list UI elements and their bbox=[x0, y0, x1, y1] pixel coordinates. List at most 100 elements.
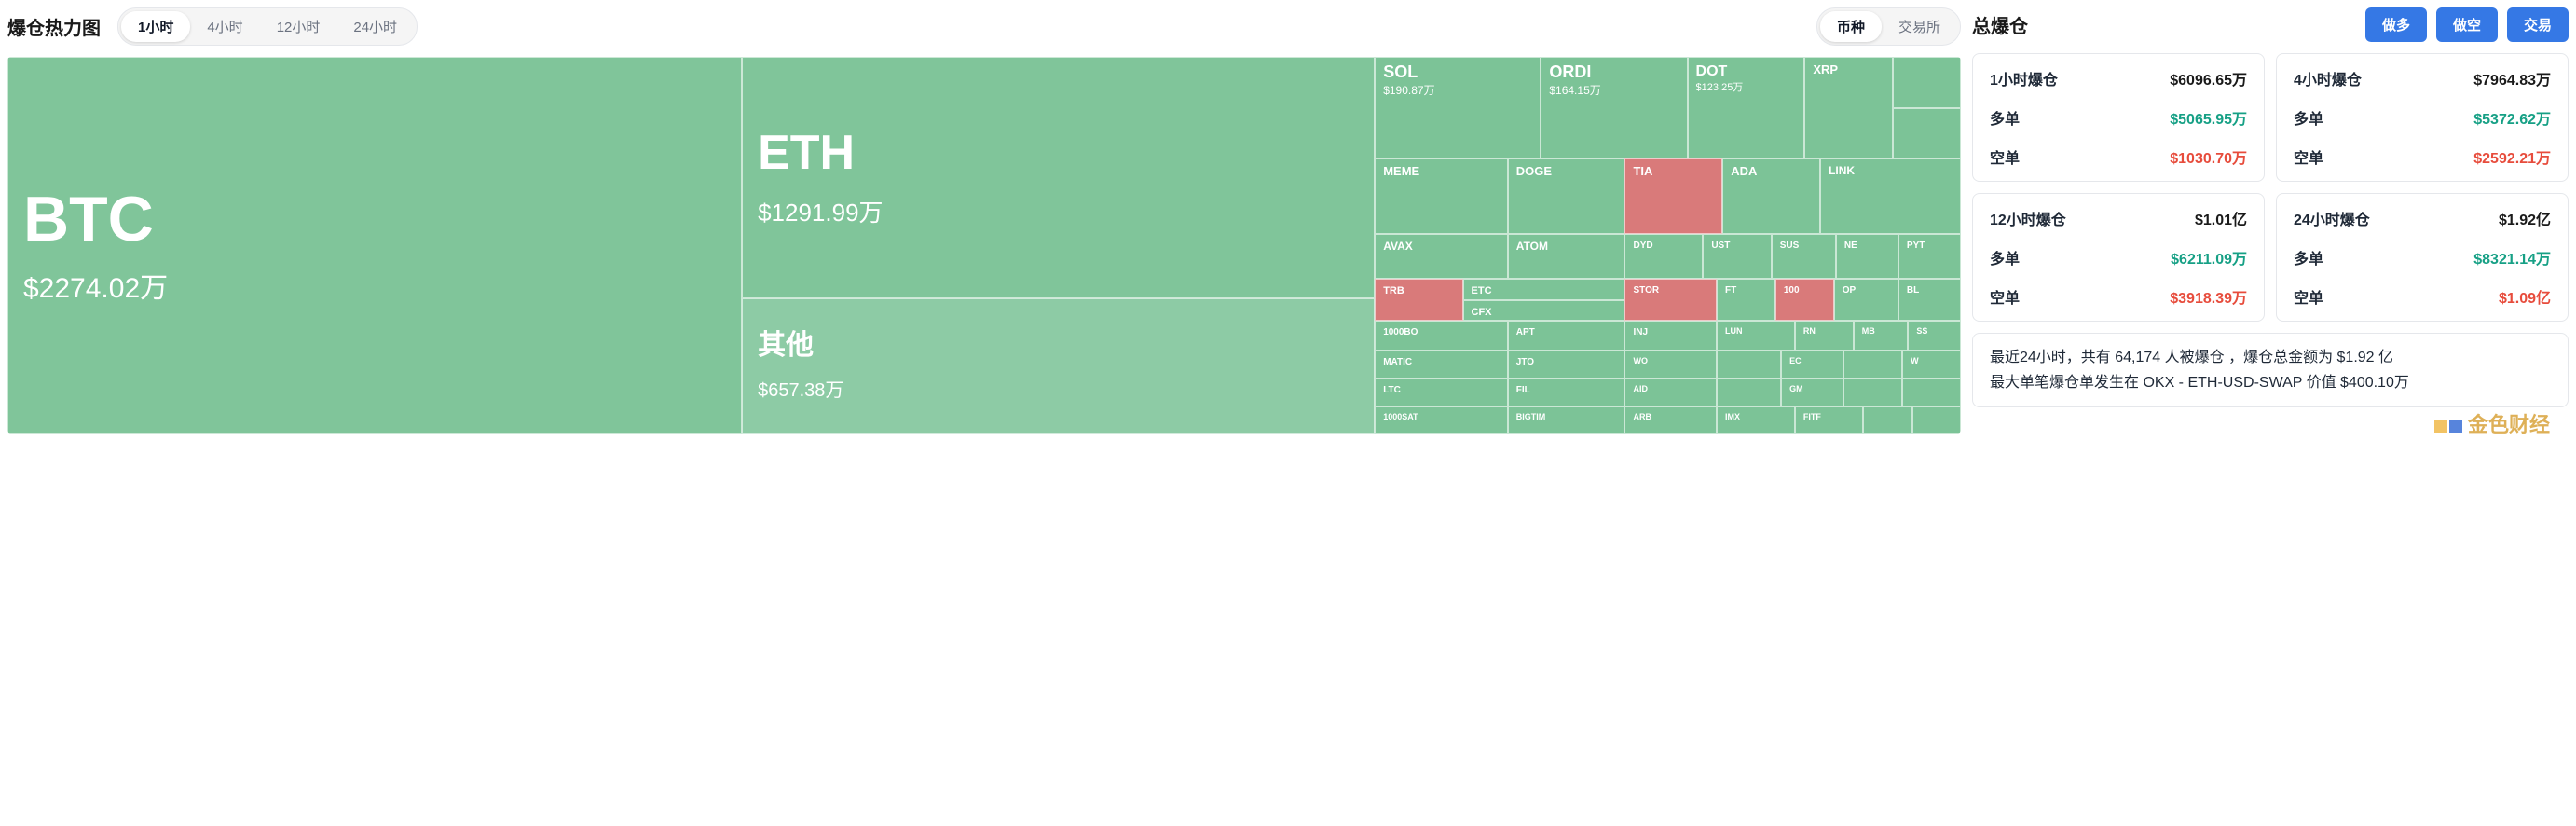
long-amount: $5372.62万 bbox=[2473, 106, 2551, 129]
short-amount: $2592.21万 bbox=[2473, 145, 2551, 168]
treemap-cell-IMX[interactable]: IMX bbox=[1717, 406, 1795, 434]
treemap-cell-DYD[interactable]: DYD bbox=[1624, 234, 1703, 279]
treemap-cell-FT[interactable]: FT bbox=[1717, 279, 1775, 320]
treemap-cell-AID[interactable]: AID bbox=[1624, 379, 1717, 406]
heatmap-header: 爆仓热力图 1小时4小时12小时24小时 币种交易所 bbox=[7, 7, 1961, 46]
treemap-cell-blank[interactable] bbox=[1843, 379, 1902, 406]
treemap-cell-1000SAT[interactable]: 1000SAT bbox=[1375, 406, 1508, 434]
treemap-cell-ETC[interactable]: ETC bbox=[1463, 279, 1625, 299]
treemap-cell-ARB[interactable]: ARB bbox=[1624, 406, 1717, 434]
card-title: 12小时爆仓 bbox=[1990, 207, 2066, 229]
type-tab-交易所[interactable]: 交易所 bbox=[1882, 11, 1957, 42]
type-tab-币种[interactable]: 币种 bbox=[1820, 11, 1882, 42]
treemap-cell-GM[interactable]: GM bbox=[1781, 379, 1843, 406]
liq-card-3: 24小时爆仓$1.92亿多单$8321.14万空单$1.09亿 bbox=[2276, 193, 2569, 322]
treemap-cell-LUN[interactable]: LUN bbox=[1717, 321, 1795, 351]
treemap-cell-ATOM[interactable]: ATOM bbox=[1508, 234, 1625, 279]
treemap-cell-blank[interactable] bbox=[1717, 379, 1781, 406]
treemap-cell-100[interactable]: 100 bbox=[1775, 279, 1834, 320]
watermark: 金色财经 bbox=[2434, 408, 2550, 438]
card-title: 24小时爆仓 bbox=[2294, 207, 2370, 229]
summary-header: 总爆仓 做多做空交易 bbox=[1972, 7, 2569, 42]
treemap-cell-RN[interactable]: RN bbox=[1795, 321, 1854, 351]
card-title: 4小时爆仓 bbox=[2294, 67, 2362, 89]
treemap-cell-FITF[interactable]: FITF bbox=[1795, 406, 1863, 434]
action-buttons: 做多做空交易 bbox=[2365, 7, 2569, 42]
long-amount: $6211.09万 bbox=[2171, 246, 2247, 268]
treemap-cell-blank[interactable] bbox=[1893, 57, 1961, 108]
treemap-cell-其他[interactable]: 其他$657.38万 bbox=[742, 298, 1375, 434]
long-label: 多单 bbox=[1990, 106, 2020, 129]
treemap-cell-LINK[interactable]: LINK bbox=[1820, 158, 1961, 234]
treemap-cell-OP[interactable]: OP bbox=[1834, 279, 1898, 320]
short-amount: $3918.39万 bbox=[2170, 285, 2247, 308]
treemap-cell-APT[interactable]: APT bbox=[1508, 321, 1625, 351]
time-tab-12小时[interactable]: 12小时 bbox=[260, 11, 337, 42]
treemap-cell-DOT[interactable]: DOT$123.25万 bbox=[1688, 57, 1805, 158]
card-total: $6096.65万 bbox=[2170, 67, 2247, 89]
treemap-cell-EC[interactable]: EC bbox=[1781, 351, 1843, 379]
treemap-cell-W[interactable]: W bbox=[1902, 351, 1961, 379]
type-tabs: 币种交易所 bbox=[1816, 7, 1961, 46]
treemap-cell-ADA[interactable]: ADA bbox=[1722, 158, 1820, 234]
treemap-cell-MB[interactable]: MB bbox=[1854, 321, 1909, 351]
treemap-cell-STOR[interactable]: STOR bbox=[1624, 279, 1717, 320]
treemap-cell-INJ[interactable]: INJ bbox=[1624, 321, 1717, 351]
card-total: $1.01亿 bbox=[2195, 207, 2247, 229]
liquidation-cards: 1小时爆仓 $6096.65万多单 $5065.95万空单 $1030.70万 4小时爆… bbox=[1972, 53, 2569, 322]
treemap-cell-MATIC[interactable]: MATIC bbox=[1375, 351, 1508, 379]
short-amount: $1030.70万 bbox=[2170, 145, 2247, 168]
treemap-cell-SS[interactable]: SS bbox=[1908, 321, 1961, 351]
long-label: 多单 bbox=[2294, 246, 2323, 268]
treemap-cell-BIGTIM[interactable]: BIGTIM bbox=[1508, 406, 1625, 434]
summary-line-2: 最大单笔爆仓单发生在 OKX - ETH-USD-SWAP 价值 $400.10… bbox=[1990, 370, 2551, 395]
treemap-cell-WO[interactable]: WO bbox=[1624, 351, 1717, 379]
short-amount: $1.09亿 bbox=[2499, 285, 2551, 308]
long-label: 多单 bbox=[2294, 106, 2323, 129]
treemap-cell-blank[interactable] bbox=[1717, 351, 1781, 379]
treemap-cell-ETH[interactable]: ETH$1291.99万 bbox=[742, 57, 1375, 298]
short-label: 空单 bbox=[2294, 285, 2323, 308]
treemap-cell-AVAX[interactable]: AVAX bbox=[1375, 234, 1508, 279]
treemap-cell-SUS[interactable]: SUS bbox=[1772, 234, 1836, 279]
time-tab-24小时[interactable]: 24小时 bbox=[336, 11, 414, 42]
treemap-cell-TIA[interactable]: TIA bbox=[1624, 158, 1722, 234]
treemap-cell-blank[interactable] bbox=[1912, 406, 1961, 434]
treemap-cell-blank[interactable] bbox=[1863, 406, 1911, 434]
treemap-cell-UST[interactable]: UST bbox=[1703, 234, 1771, 279]
heatmap-title: 爆仓热力图 bbox=[7, 13, 101, 40]
liquidation-treemap: BTC$2274.02万ETH$1291.99万其他$657.38万 SOL$19… bbox=[7, 57, 1961, 434]
treemap-cell-CFX[interactable]: CFX bbox=[1463, 300, 1625, 321]
treemap-cell-LTC[interactable]: LTC bbox=[1375, 379, 1508, 406]
treemap-cell-JTO[interactable]: JTO bbox=[1508, 351, 1625, 379]
action-button-做空[interactable]: 做空 bbox=[2436, 7, 2498, 42]
action-button-做多[interactable]: 做多 bbox=[2365, 7, 2427, 42]
treemap-cell-BL[interactable]: BL bbox=[1898, 279, 1961, 320]
treemap-cell-ORDI[interactable]: ORDI$164.15万 bbox=[1541, 57, 1687, 158]
treemap-cell-FIL[interactable]: FIL bbox=[1508, 379, 1625, 406]
time-tab-1小时[interactable]: 1小时 bbox=[121, 11, 190, 42]
liq-card-0: 1小时爆仓$6096.65万多单$5065.95万空单$1030.70万 bbox=[1972, 53, 2265, 182]
time-tab-4小时[interactable]: 4小时 bbox=[190, 11, 259, 42]
treemap-cell-TRB[interactable]: TRB bbox=[1375, 279, 1462, 320]
treemap-cell-DOGE[interactable]: DOGE bbox=[1508, 158, 1625, 234]
action-button-交易[interactable]: 交易 bbox=[2507, 7, 2569, 42]
treemap-cell-1000BO[interactable]: 1000BO bbox=[1375, 321, 1508, 351]
liq-card-1: 4小时爆仓$7964.83万多单$5372.62万空单$2592.21万 bbox=[2276, 53, 2569, 182]
long-label: 多单 bbox=[1990, 246, 2020, 268]
treemap-cell-BTC[interactable]: BTC$2274.02万 bbox=[7, 57, 742, 434]
short-label: 空单 bbox=[2294, 145, 2323, 168]
treemap-cell-SOL[interactable]: SOL$190.87万 bbox=[1375, 57, 1541, 158]
card-title: 1小时爆仓 bbox=[1990, 67, 2058, 89]
treemap-cell-NE[interactable]: NE bbox=[1836, 234, 1898, 279]
time-tabs: 1小时4小时12小时24小时 bbox=[117, 7, 418, 46]
treemap-cell-MEME[interactable]: MEME bbox=[1375, 158, 1508, 234]
treemap-cell-blank[interactable] bbox=[1902, 379, 1961, 406]
summary-title: 总爆仓 bbox=[1972, 11, 2028, 38]
treemap-cell-blank[interactable] bbox=[1843, 351, 1902, 379]
treemap-cell-PYT[interactable]: PYT bbox=[1898, 234, 1961, 279]
long-amount: $8321.14万 bbox=[2473, 246, 2551, 268]
long-amount: $5065.95万 bbox=[2170, 106, 2247, 129]
treemap-cell-XRP[interactable]: XRP bbox=[1804, 57, 1892, 158]
treemap-cell-blank[interactable] bbox=[1893, 108, 1961, 159]
